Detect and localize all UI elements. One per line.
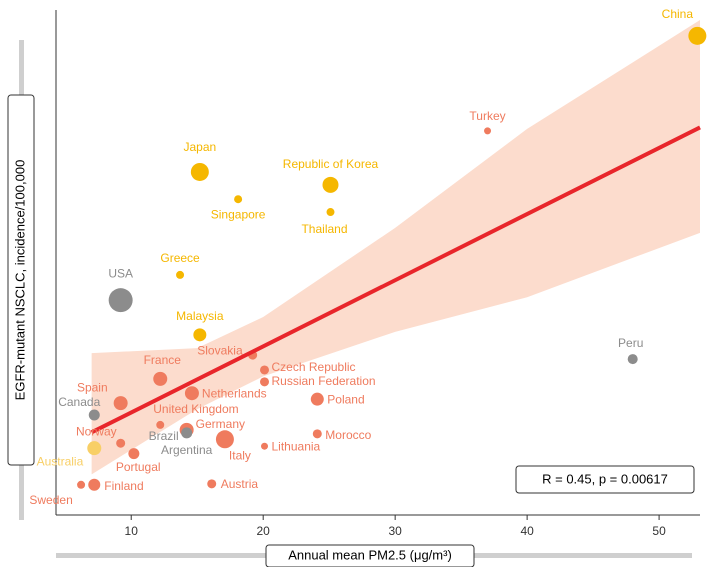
point — [113, 396, 128, 411]
point-label: Australia — [37, 454, 84, 468]
point — [193, 328, 207, 342]
point-label: USA — [108, 266, 133, 280]
point — [128, 448, 140, 460]
point — [183, 429, 192, 438]
point-label: Canada — [58, 395, 100, 409]
point-label: Lithuania — [272, 439, 321, 453]
point — [260, 365, 270, 375]
x-axis-label: Annual mean PM2.5 (μg/m³) — [288, 547, 452, 562]
point — [184, 386, 199, 401]
x-tick-label: 30 — [388, 524, 402, 538]
point-label: Russian Federation — [272, 374, 376, 388]
point-label: Norway — [76, 424, 117, 438]
point-label: Finland — [104, 479, 143, 493]
point — [484, 127, 492, 135]
point-label: Brazil — [149, 429, 179, 443]
point-label: Greece — [160, 251, 200, 265]
point-label: Netherlands — [202, 386, 267, 400]
point — [87, 441, 102, 456]
fit-line — [90, 125, 701, 435]
point-label: Italy — [229, 448, 251, 462]
point — [261, 442, 269, 450]
y-axis-label: EGFR-mutant NSCLC, incidence/100,000 — [12, 160, 27, 401]
x-tick-label: 10 — [125, 524, 139, 538]
point — [77, 480, 86, 489]
point-label: Argentina — [161, 443, 213, 457]
point — [215, 430, 234, 449]
point-label: United Kingdom — [153, 402, 238, 416]
point — [326, 208, 335, 217]
point — [156, 420, 165, 429]
point — [312, 429, 322, 439]
point-label: Portugal — [116, 460, 161, 474]
point-label: Japan — [183, 140, 216, 154]
point — [322, 176, 339, 193]
confidence-band — [91, 20, 700, 475]
point — [108, 288, 133, 313]
point-label: Singapore — [211, 207, 266, 221]
point-label: Thailand — [301, 222, 347, 236]
x-tick-label: 20 — [257, 524, 271, 538]
point — [116, 438, 126, 448]
point — [176, 270, 185, 279]
x-tick-label: 50 — [652, 524, 666, 538]
annotation-box — [515, 465, 695, 494]
point-label: Germany — [196, 417, 245, 431]
y-label-box — [7, 94, 35, 466]
point-label: Spain — [77, 380, 108, 394]
annotation: R = 0.45, p = 0.00617 — [542, 471, 668, 486]
plot — [77, 20, 707, 491]
point — [260, 377, 270, 387]
point-label: Poland — [327, 392, 364, 406]
point — [88, 478, 101, 491]
point — [190, 162, 209, 181]
point — [234, 195, 243, 204]
point-label: Czech Republic — [272, 360, 356, 374]
point — [688, 26, 707, 45]
point — [207, 479, 217, 489]
point-label: France — [144, 353, 182, 367]
point — [153, 371, 168, 386]
point — [310, 392, 324, 406]
point-label: Austria — [221, 477, 259, 491]
point-label: China — [662, 7, 694, 21]
point-label: Malaysia — [176, 309, 224, 323]
point — [88, 409, 100, 421]
point-label: Morocco — [325, 428, 371, 442]
point-label: Turkey — [469, 109, 505, 123]
x-tick-label: 40 — [520, 524, 534, 538]
point-label: Sweden — [29, 493, 72, 507]
point-label: Republic of Korea — [283, 157, 379, 171]
point-label: Peru — [618, 336, 643, 350]
point-label: Slovakia — [197, 343, 243, 357]
point — [627, 354, 638, 365]
